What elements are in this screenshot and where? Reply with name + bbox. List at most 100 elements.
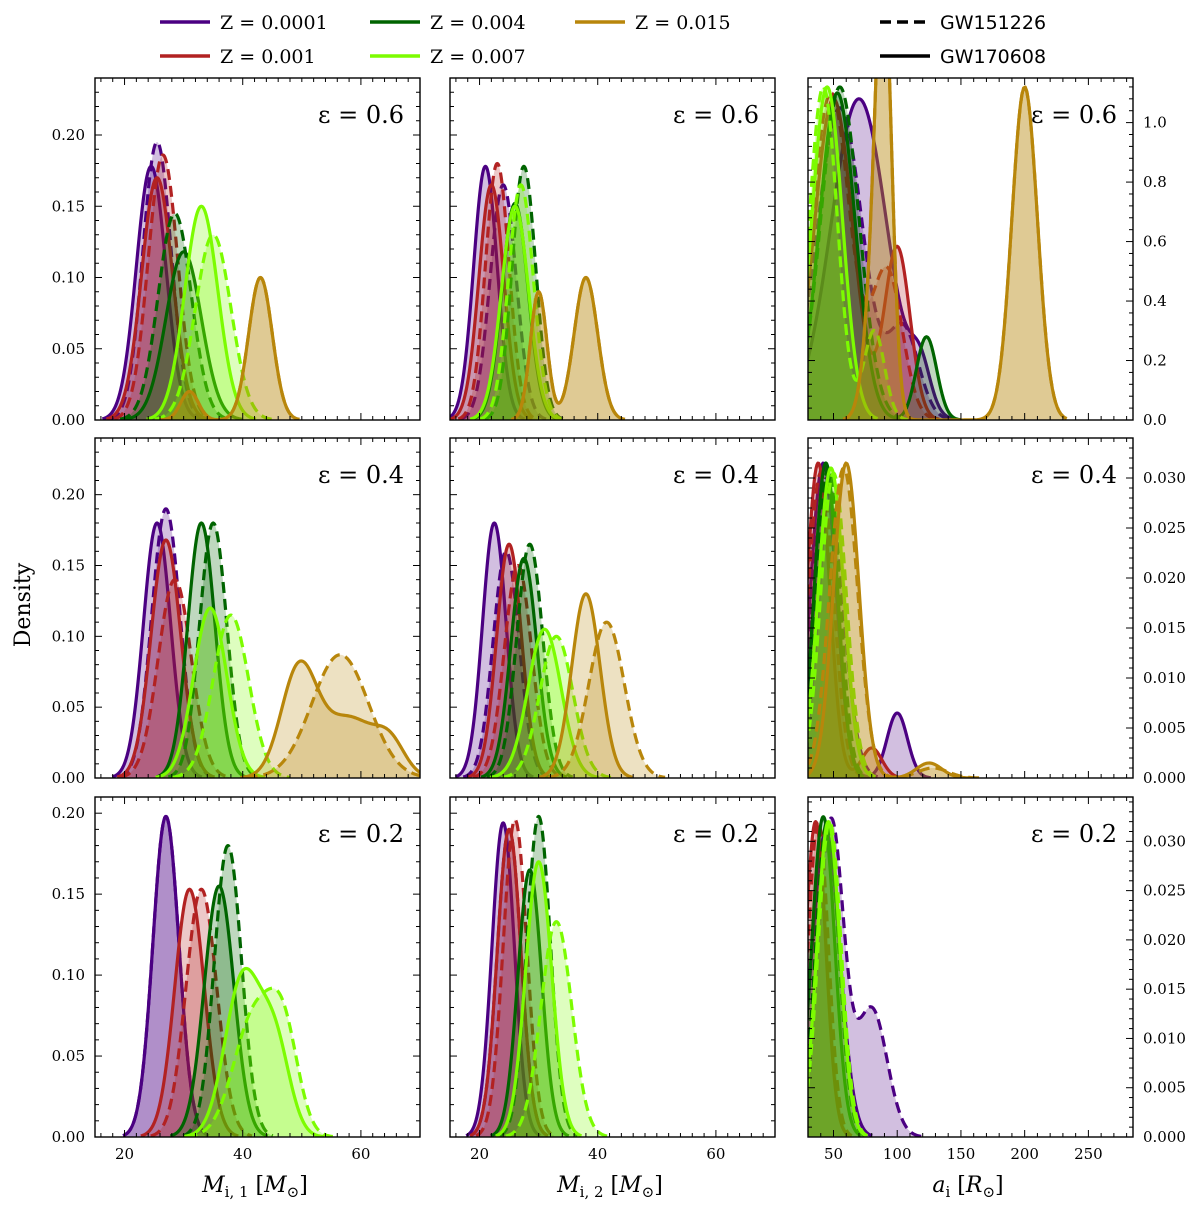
area-z0007-gw151226: [808, 87, 908, 420]
legend-label: Z = 0.004: [430, 12, 526, 34]
curve-z0015-gw170608: [538, 592, 634, 778]
curve-z0004-gw170608: [808, 461, 865, 778]
plot-area: [808, 78, 1068, 420]
xlabel-col1: Mi, 1 [M⊙]: [201, 1173, 308, 1201]
plot-area: [808, 461, 984, 778]
legend: Z = 0.0001 Z = 0.001 Z = 0.004 Z = 0.007 Z =…: [160, 12, 1046, 68]
curve-z0004-gw170608: [155, 521, 248, 778]
y-tick-label: 0.4: [1143, 292, 1167, 310]
curve-z0015-gw151226: [808, 466, 984, 778]
x-tick-label: 200: [1010, 1145, 1039, 1163]
area-z0007-gw170608: [184, 968, 324, 1137]
curve-z00001-gw170608: [450, 164, 526, 420]
area-z0015-gw151226: [160, 277, 300, 420]
curve-z0001-gw151226: [808, 91, 938, 420]
curve-z00001-gw170608: [111, 521, 203, 778]
x-tick-label: 60: [706, 1145, 725, 1163]
curve-z0007-gw170608: [183, 966, 325, 1137]
legend-item-z0004: Z = 0.004: [370, 12, 526, 34]
xlabel-col3: ai [R⊙]: [932, 1173, 1003, 1201]
curve-z0015-gw151226: [159, 275, 301, 420]
y-tick-label: 0.005: [1143, 1079, 1186, 1097]
y-tick-label: 0.030: [1143, 832, 1186, 850]
y-tick-label: 0.020: [1143, 569, 1186, 587]
y-tick-label: 0.20: [52, 804, 85, 822]
panel-frame: [449, 796, 776, 1138]
curve-z0007-gw170608: [489, 627, 600, 778]
y-tick-label: 0.6: [1143, 233, 1167, 251]
y-tick-label: 1.0: [1143, 114, 1167, 132]
y-tick-label: 0.00: [52, 769, 85, 787]
curve-z0007-gw170608: [808, 820, 868, 1137]
x-tick-label: 40: [588, 1145, 607, 1163]
svg-text:Mi, 1 [M⊙]: Mi, 1 [M⊙]: [201, 1173, 308, 1201]
panel-frame: [807, 77, 1134, 421]
y-tick-label: 0.20: [52, 486, 85, 504]
curve-z0007-gw151226: [808, 85, 909, 420]
plot-area: [101, 140, 301, 420]
panel-r1-c0: 0.00 0.05 0.10 0.15 0.20 ε = 0.4: [52, 437, 421, 787]
curve-z00001-gw151226: [808, 106, 955, 420]
y-tick-label: 0.025: [1143, 882, 1186, 900]
curve-z0004-gw170608: [808, 815, 863, 1137]
area-z0007-gw151226: [501, 636, 611, 778]
curve-z0001-gw170608: [467, 542, 552, 778]
curve-z00001-gw151226: [459, 183, 548, 420]
curve-z0007-gw170608: [494, 860, 583, 1137]
y-tick-label: 0.015: [1143, 619, 1186, 637]
y-tick-label: 0.15: [52, 885, 85, 903]
y-tick-label: 0.05: [52, 340, 85, 358]
panel-r0-c1: ε = 0.6: [449, 77, 776, 421]
area-z0015-gw151226: [246, 654, 420, 778]
panel-epsilon-label: ε = 0.2: [673, 820, 759, 848]
panel-frame: [94, 796, 421, 1138]
legend-label: GW151226: [940, 12, 1046, 34]
area-z0007-gw151226: [808, 821, 868, 1137]
y-tick-label: 0.05: [52, 1047, 85, 1065]
curve-z0004-gw151226: [498, 814, 579, 1137]
panels-layer: 0.00 0.05 0.10 0.15 0.20 ε = 0.6 ε = 0.6 0.0 0.2…: [52, 77, 1186, 1163]
y-tick-label: 0.010: [1143, 1029, 1186, 1047]
plot-area: [450, 161, 626, 420]
curve-z0004-gw151226: [808, 85, 904, 420]
curve-z0007-gw151226: [504, 920, 608, 1137]
curve-z0004-gw151226: [485, 542, 574, 778]
legend-label: Z = 0.015: [635, 12, 731, 34]
y-tick-label: 0.20: [52, 126, 85, 144]
panel-r2-c1: 20 40 60 ε = 0.2: [449, 796, 776, 1163]
x-tick-label: 100: [883, 1145, 912, 1163]
curve-z0015-gw151226: [510, 275, 626, 420]
panel-epsilon-label: ε = 0.6: [673, 101, 759, 129]
plot-area: [465, 814, 608, 1137]
area-z0015-gw170608: [808, 463, 972, 778]
curve-z0004-gw170608: [808, 91, 961, 420]
panel-epsilon-label: ε = 0.6: [318, 101, 404, 129]
curve-z0007-gw151226: [153, 233, 273, 420]
curve-z0001-gw170608: [105, 176, 209, 420]
area-z0007-gw170608: [808, 86, 878, 420]
area-z00001-gw151226: [463, 551, 550, 778]
y-tick-label: 0.000: [1143, 1128, 1186, 1146]
x-tick-label: 20: [470, 1145, 489, 1163]
y-tick-label: 0.0: [1143, 411, 1167, 429]
legend-item-z00001: Z = 0.0001: [160, 12, 328, 34]
curve-z0007-gw151226: [500, 634, 612, 778]
curve-z0001-gw170608: [808, 820, 851, 1137]
area-z00001-gw170608: [450, 166, 525, 420]
legend-label: Z = 0.001: [220, 46, 316, 68]
curve-z0007-gw151226: [185, 986, 334, 1137]
area-z0015-gw151226: [808, 468, 984, 778]
curve-z0001-gw170608: [469, 827, 550, 1137]
area-z00001-gw151226: [460, 184, 547, 420]
y-tick-label: 0.10: [52, 627, 85, 645]
area-z0015-gw170608: [511, 277, 625, 420]
x-tick-label: 60: [351, 1145, 370, 1163]
curve-z0004-gw170608: [124, 250, 243, 420]
panel-r2-c0: 20 40 60 0.00 0.05 0.10 0.15 0.20 ε = 0.2: [52, 796, 421, 1163]
y-tick-label: 0.025: [1143, 519, 1186, 537]
curve-z0001-gw151226: [149, 887, 253, 1137]
panel-r0-c0: 0.00 0.05 0.10 0.15 0.20 ε = 0.6: [52, 77, 421, 429]
panel-epsilon-label: ε = 0.4: [673, 461, 759, 489]
x-tick-label: 40: [233, 1145, 252, 1163]
